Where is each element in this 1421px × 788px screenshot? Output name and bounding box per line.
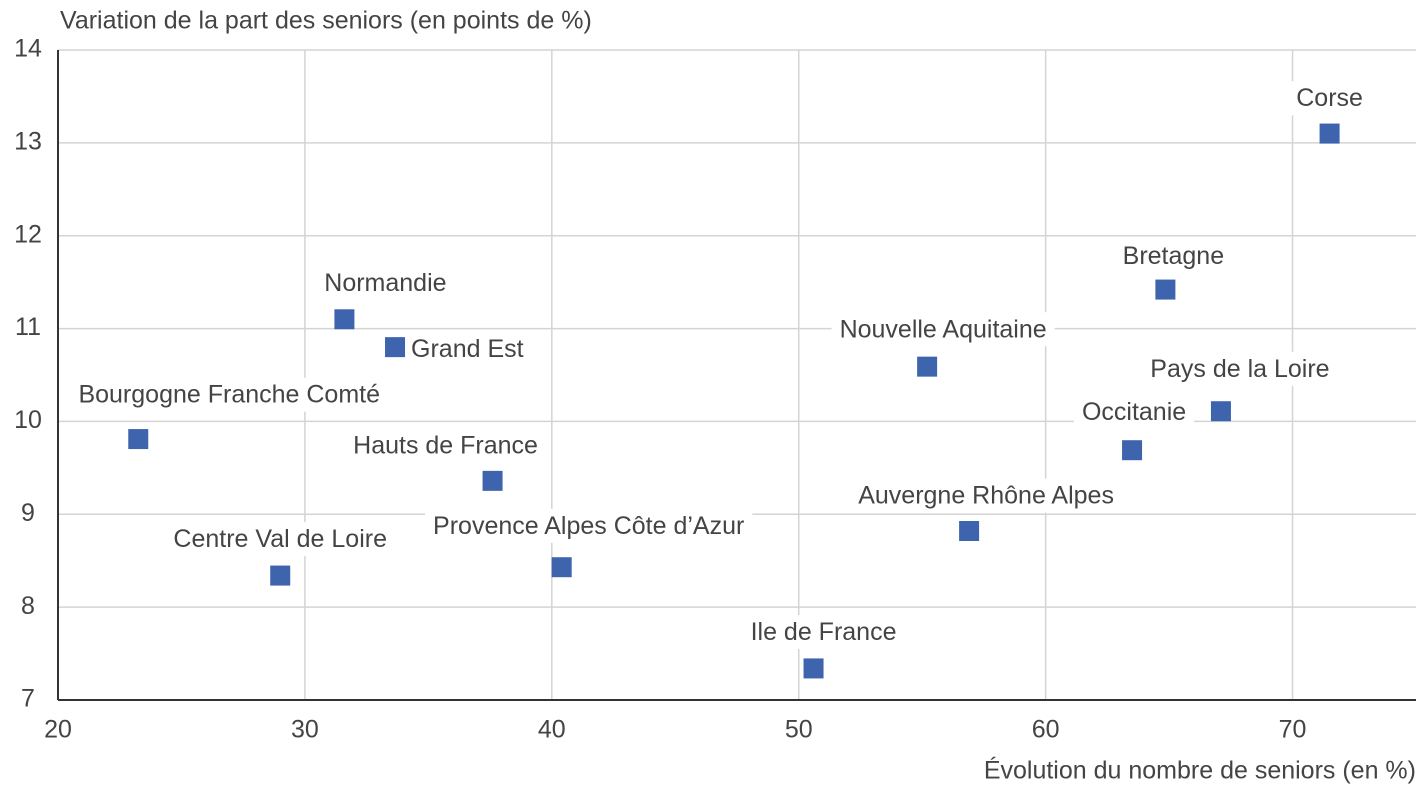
label-background [1114, 239, 1233, 274]
point-label: Corse [1296, 84, 1363, 112]
label-background [1142, 351, 1338, 386]
point [270, 565, 291, 586]
point-label: Normandie [324, 269, 446, 297]
point-label: Auvergne Rhône Alpes [858, 482, 1114, 510]
x-tick-label: 70 [1279, 716, 1307, 744]
point-label: Occitanie [1082, 398, 1186, 426]
point-label: Pays de la Loire [1150, 355, 1329, 383]
y-tick-label: 8 [21, 592, 35, 620]
y-axis-label: Variation de la part des seniors (en poi… [60, 7, 592, 35]
label-background [403, 331, 532, 366]
y-tick-label: 13 [14, 127, 42, 155]
label-background [425, 508, 753, 543]
point-label: Provence Alpes Côte d’Azur [433, 512, 744, 540]
label-background [316, 265, 455, 300]
point [1319, 123, 1340, 144]
y-tick-label: 11 [15, 313, 41, 341]
x-tick-label: 60 [1032, 716, 1060, 744]
point [1122, 440, 1143, 461]
point [1155, 279, 1176, 300]
point [1210, 401, 1231, 422]
point [128, 429, 149, 450]
point-label: Bourgogne Franche Comté [78, 381, 380, 409]
point [385, 337, 406, 358]
label-background [345, 428, 546, 463]
label-background [1288, 81, 1371, 116]
y-tick-label: 12 [14, 220, 42, 248]
x-tick-label: 50 [785, 716, 813, 744]
label-background [165, 522, 395, 557]
x-axis-label: Évolution du nombre de seniors (en %) [984, 756, 1416, 785]
label-background [70, 377, 389, 412]
y-tick-label: 7 [21, 685, 35, 713]
point [482, 470, 503, 491]
label-background [742, 615, 905, 650]
point-label: Hauts de France [353, 431, 538, 459]
y-tick-label: 9 [21, 499, 35, 527]
x-tick-label: 30 [291, 716, 319, 744]
point [959, 521, 980, 541]
x-tick-label: 20 [44, 716, 72, 744]
point [917, 356, 938, 377]
label-background [831, 312, 1055, 347]
point-label: Ile de France [751, 618, 897, 646]
label-background [1073, 394, 1195, 429]
y-tick-label: 14 [14, 35, 42, 63]
y-tick-label: 10 [14, 406, 42, 434]
label-background [850, 478, 1122, 513]
point-label: Nouvelle Aquitaine [840, 315, 1047, 343]
point [551, 557, 572, 578]
point [334, 309, 355, 330]
point [803, 658, 824, 679]
point-label: Grand Est [411, 335, 524, 363]
point-label: Centre Val de Loire [173, 525, 387, 553]
x-tick-label: 40 [538, 716, 566, 744]
point-label: Bretagne [1123, 242, 1224, 270]
